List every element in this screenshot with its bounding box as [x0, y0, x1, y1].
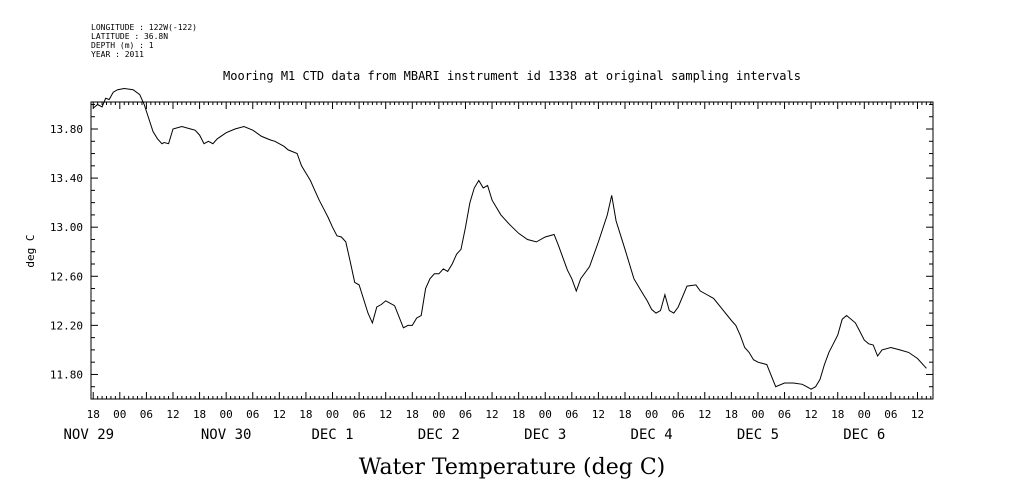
- y-tick-label: 13.00: [50, 221, 83, 234]
- x-hour-tick-label: 12: [379, 408, 392, 421]
- x-hour-tick-label: 18: [193, 408, 206, 421]
- x-hour-tick-label: 06: [246, 408, 259, 421]
- x-hour-tick-label: 06: [565, 408, 578, 421]
- x-hour-tick-label: 12: [592, 408, 605, 421]
- x-axis-label: Water Temperature (deg C): [359, 455, 666, 480]
- x-hour-tick-label: 00: [539, 408, 552, 421]
- x-hour-tick-label: 06: [672, 408, 685, 421]
- meta-year: YEAR : 2011: [91, 50, 144, 59]
- x-hour-tick-label: 00: [858, 408, 871, 421]
- x-hour-tick-label: 18: [299, 408, 312, 421]
- x-hour-tick-label: 06: [140, 408, 153, 421]
- y-axis-label: deg C: [24, 234, 37, 267]
- x-hour-tick-label: 12: [698, 408, 711, 421]
- y-tick-label: 11.80: [50, 368, 83, 381]
- x-hour-tick-label: 18: [618, 408, 631, 421]
- y-tick-label: 13.80: [50, 123, 83, 136]
- x-hour-tick-label: 06: [459, 408, 472, 421]
- x-hour-tick-label: 18: [87, 408, 100, 421]
- y-tick-label: 12.20: [50, 319, 83, 332]
- plot-frame: [90, 101, 934, 400]
- x-hour-tick-label: 12: [805, 408, 818, 421]
- metadata-block: LONGITUDE : 122W(-122) LATITUDE : 36.8N …: [91, 23, 197, 59]
- x-hour-tick-label: 18: [831, 408, 844, 421]
- meta-longitude: LONGITUDE : 122W(-122): [91, 23, 197, 32]
- meta-latitude: LATITUDE : 36.8N: [91, 32, 168, 41]
- x-hour-tick-label: 12: [911, 408, 924, 421]
- day-labels: NOV 29 NOV 30 DEC 1 DEC 2 DEC 3 DEC 4 DEC 5 DEC…: [63, 427, 885, 443]
- x-hour-tick-label: 18: [725, 408, 738, 421]
- x-hour-tick-label: 06: [884, 408, 897, 421]
- day-label: DEC 2: [418, 427, 460, 443]
- y-axis: 13.80 13.40 13.00 12.60 12.20 11.80: [50, 103, 933, 400]
- day-label: DEC 1: [311, 427, 353, 443]
- x-hour-tick-label: 06: [778, 408, 791, 421]
- y-tick-label: 13.40: [50, 172, 83, 185]
- x-axis: 18 00 06 12 18 00 06 12 18 00 06 12 18 00 06 12 18 00 06 12…: [87, 102, 932, 421]
- x-hour-tick-label: 00: [751, 408, 764, 421]
- series-line-water-temperature: [92, 87, 927, 390]
- x-hour-tick-label: 00: [220, 408, 233, 421]
- day-label: DEC 5: [737, 427, 779, 443]
- day-label: DEC 4: [631, 427, 673, 443]
- day-label: DEC 3: [524, 427, 566, 443]
- x-hour-tick-label: 12: [485, 408, 498, 421]
- day-label: NOV 29: [63, 427, 114, 443]
- chart-title: Mooring M1 CTD data from MBARI instrumen…: [223, 69, 801, 83]
- x-hour-tick-label: 18: [406, 408, 419, 421]
- x-hour-tick-label: 12: [166, 408, 179, 421]
- x-hour-tick-label: 00: [432, 408, 445, 421]
- x-hour-tick-label: 18: [512, 408, 525, 421]
- x-hour-tick-label: 00: [326, 408, 339, 421]
- x-hour-tick-label: 00: [113, 408, 126, 421]
- day-label: DEC 6: [843, 427, 885, 443]
- meta-depth: DEPTH (m) : 1: [91, 41, 154, 50]
- x-hour-tick-label: 06: [352, 408, 365, 421]
- day-label: NOV 30: [201, 427, 252, 443]
- x-hour-tick-label: 12: [273, 408, 286, 421]
- y-tick-label: 12.60: [50, 270, 83, 283]
- x-hour-tick-label: 00: [645, 408, 658, 421]
